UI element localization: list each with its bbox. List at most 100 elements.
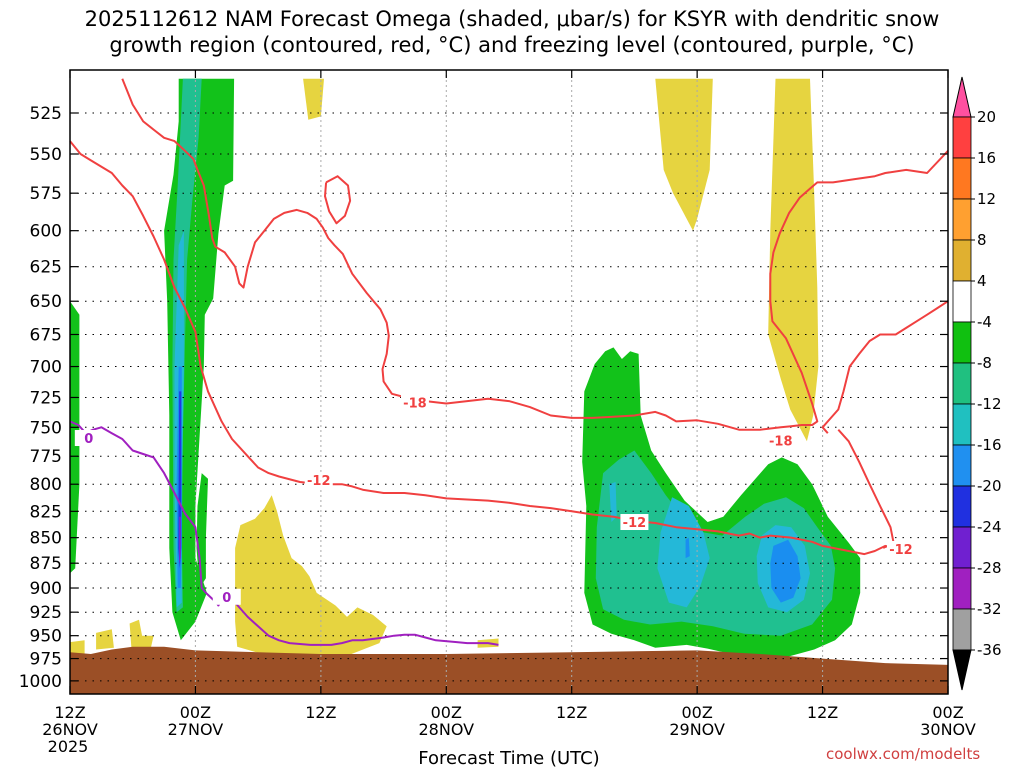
colorbar-label-9: -20	[977, 477, 1002, 495]
omega-neg24-core	[179, 516, 181, 564]
y-tick-label-550: 550	[30, 145, 62, 165]
contour-label-freezing-a: 0	[84, 432, 93, 447]
colorbar-swatch-4	[952, 280, 972, 323]
colorbar-swatch-12	[952, 608, 972, 651]
contour-label-freezing-b: 0	[222, 591, 231, 606]
omega-neg12-area-a	[657, 497, 710, 608]
y-tick-label-525: 525	[30, 104, 62, 124]
colorbar-swatch-5	[952, 321, 972, 364]
x-tick-label-36-line2: 28NOV	[418, 720, 474, 739]
contour-label-dgz-lower-c-bg	[886, 541, 915, 558]
x-tick-label-84-line2: 30NOV	[920, 720, 976, 739]
y-tick-label-725: 725	[30, 388, 62, 408]
x-tick-label-60-line1: 00Z	[681, 703, 712, 722]
contour-label-dgz-lower-a-bg	[304, 471, 333, 488]
contour-label-dgz-upper-b-bg	[766, 432, 795, 449]
colorbar-label-7: -12	[977, 395, 1002, 413]
colorbar: 20 16 12 8 4 -4 -8 -12 -16 -20 -24 -28 -32 -36	[952, 76, 1002, 691]
x-tick-label-48-line1: 12Z	[556, 703, 587, 722]
credit-text: coolwx.com/modelts	[826, 745, 981, 763]
x-tick-label-36-line1: 00Z	[431, 703, 462, 722]
y-tick-label-700: 700	[30, 358, 62, 378]
colorbar-label-1: 16	[977, 149, 996, 167]
colorbar-bottom-arrow	[952, 649, 972, 691]
contour-label-dgz-lower-a: -12	[307, 474, 331, 489]
colorbar-label-10: -24	[977, 518, 1002, 536]
terrain	[70, 646, 948, 694]
y-tick-label-950: 950	[30, 627, 62, 647]
x-tick-label-0-line3: 2025	[48, 737, 89, 756]
y-tick-label-575: 575	[30, 184, 62, 204]
x-tick-label-12-line2: 27NOV	[168, 720, 224, 739]
plot-border	[69, 69, 949, 695]
omega-pos-lowlevel	[235, 495, 387, 659]
colorbar-label-11: -28	[977, 559, 1002, 577]
colorbar-label-4: 4	[977, 272, 987, 290]
omega-neg12-spot	[609, 482, 617, 522]
colorbar-label-12: -32	[977, 600, 1002, 618]
omega-pos-upper-left	[303, 78, 324, 120]
contour-label-dgz-upper-a-bg	[400, 394, 429, 411]
y-tick-label-975: 975	[30, 650, 62, 670]
omega-pos-upper-right-b	[768, 78, 819, 442]
contour-label-freezing-a-bg	[74, 430, 103, 447]
x-tick-label-0-line2: 26NOV	[42, 720, 98, 739]
contour-label-freezing-b-bg	[212, 588, 241, 605]
colorbar-swatch-8	[952, 444, 972, 487]
plot-frame	[69, 69, 949, 695]
y-tick-label-850: 850	[30, 529, 62, 549]
chart-title: 2025112612 NAM Forecast Omega (shaded, μ…	[0, 6, 1024, 58]
y-tick-label-625: 625	[30, 258, 62, 278]
dgz-lower-contour-right	[837, 429, 895, 549]
colorbar-label-2: 12	[977, 190, 996, 208]
x-tick-label-60-line2: 29NOV	[669, 720, 725, 739]
y-tick-label-825: 825	[30, 502, 62, 522]
contour-label-dgz-lower-c: -12	[889, 543, 913, 558]
colorbar-swatch-0	[952, 116, 972, 159]
colorbar-swatch-9	[952, 485, 972, 528]
dgz-lower-contour	[69, 140, 897, 556]
colorbar-label-13: -36	[977, 641, 1002, 659]
y-tick-label-650: 650	[30, 292, 62, 312]
y-tick-label-1000: 1000	[19, 672, 62, 692]
x-tick-label-24-line1: 12Z	[305, 703, 336, 722]
omega-pos-bump-b	[96, 629, 114, 650]
y-tick-label-925: 925	[30, 603, 62, 623]
y-tick-label-900: 900	[30, 579, 62, 599]
y-axis-ticks: 525 550 575 600 625 650 675 700 725 750 775 800 825 8…	[19, 104, 948, 692]
colorbar-swatch-3	[952, 239, 972, 282]
colorbar-label-6: -8	[977, 354, 992, 372]
contour-layer: -18 -18 -12 -12 -12 0 0	[69, 78, 949, 646]
y-tick-label-800: 800	[30, 475, 62, 495]
colorbar-swatch-6	[952, 362, 972, 405]
contour-label-dgz-upper-b: -18	[769, 434, 793, 449]
colorbar-swatch-10	[952, 526, 972, 569]
omega-neg-left-edge	[70, 301, 80, 574]
colorbar-swatch-2	[952, 198, 972, 241]
y-tick-label-600: 600	[30, 222, 62, 242]
omega-pos-bump-c	[129, 619, 154, 653]
y-tick-label-750: 750	[30, 418, 62, 438]
x-tick-label-12-line1: 00Z	[180, 703, 211, 722]
colorbar-swatch-11	[952, 567, 972, 610]
x-tick-label-84-line1: 00Z	[932, 703, 963, 722]
colorbar-label-8: -16	[977, 436, 1002, 454]
omega-shading-layer	[70, 78, 948, 694]
colorbar-label-3: 8	[977, 231, 987, 249]
chart-title-line1: 2025112612 NAM Forecast Omega (shaded, μ…	[84, 7, 940, 31]
omega-neg16-spot	[685, 537, 690, 559]
colorbar-top-arrow	[952, 76, 972, 118]
dgz-upper-contour-right	[821, 300, 949, 434]
y-tick-label-875: 875	[30, 554, 62, 574]
contour-label-dgz-upper-a: -18	[403, 397, 427, 412]
colorbar-label-5: -4	[977, 313, 992, 331]
x-tick-label-72-line1: 12Z	[807, 703, 838, 722]
contour-label-dgz-lower-b-bg	[620, 514, 649, 531]
colorbar-swatch-1	[952, 157, 972, 200]
y-tick-label-775: 775	[30, 447, 62, 467]
x-axis-title: Forecast Time (UTC)	[418, 748, 599, 768]
chart-title-line2: growth region (contoured, red, °C) and f…	[109, 33, 915, 57]
dgz-closed-contour	[324, 175, 352, 225]
colorbar-swatch-7	[952, 403, 972, 446]
